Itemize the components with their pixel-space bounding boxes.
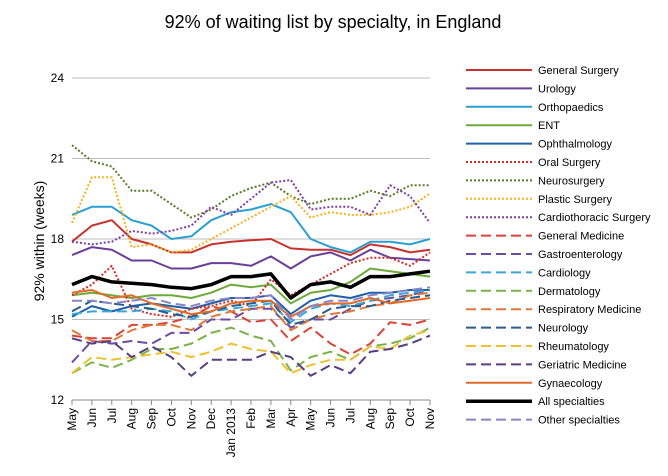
series-line-gynaecology bbox=[71, 289, 431, 318]
x-tick-label: Sep bbox=[383, 408, 397, 430]
x-tick-label: Dec bbox=[204, 408, 218, 429]
x-tick-label: Jun bbox=[324, 408, 338, 427]
x-tick-label: Mar bbox=[264, 408, 278, 429]
series-line-ent bbox=[71, 267, 431, 305]
x-tick-label: May bbox=[304, 408, 318, 431]
x-tick-label: Jun bbox=[85, 408, 99, 427]
legend: General Surgery Urology Orthopaedics ENT Oph… bbox=[466, 65, 651, 427]
y-tick-label: 18 bbox=[51, 232, 65, 246]
legend-label: All specialties bbox=[538, 396, 605, 408]
legend-label: Geriatric Medicine bbox=[538, 359, 627, 371]
series-line-orthopaedics bbox=[71, 203, 431, 254]
legend-label: Cardiothoracic Surgery bbox=[538, 212, 651, 224]
x-tick-label: Jul bbox=[343, 408, 357, 423]
legend-label: Gynaecology bbox=[538, 378, 603, 390]
legend-label: Other specialties bbox=[538, 415, 620, 427]
legend-label: General Medicine bbox=[538, 231, 624, 243]
legend-label: Oral Surgery bbox=[538, 157, 601, 169]
y-axis-label: 92% within (weeks) bbox=[31, 181, 47, 302]
x-tick-label: Oct bbox=[403, 407, 417, 426]
series-line-all-specialties bbox=[71, 269, 431, 300]
series-line-geriatric-medicine bbox=[71, 334, 431, 377]
series-line-other-specialties bbox=[72, 286, 431, 321]
x-tick-label: Jan 2013 bbox=[224, 408, 238, 458]
y-tick-label: 21 bbox=[51, 152, 65, 166]
legend-label: Ophthalmology bbox=[538, 139, 612, 151]
y-tick-label: 12 bbox=[51, 393, 65, 407]
x-tick-label: Feb bbox=[244, 408, 258, 429]
legend-label: Dermatology bbox=[538, 286, 601, 298]
x-tick-label: Oct bbox=[164, 407, 178, 426]
chart-title: 92% of waiting list by specialty, in Eng… bbox=[165, 12, 502, 32]
legend-label: Neurology bbox=[538, 323, 589, 335]
series-line-cardiology bbox=[71, 289, 431, 324]
legend-label: Rheumatology bbox=[538, 341, 609, 353]
x-tick-label: Nov bbox=[184, 408, 198, 429]
series-line-general-medicine bbox=[71, 305, 431, 356]
legend-label: Respiratory Medicine bbox=[538, 304, 641, 316]
x-tick-label: Sep bbox=[145, 408, 159, 430]
x-tick-label: Nov bbox=[423, 408, 437, 429]
legend-label: Plastic Surgery bbox=[538, 194, 612, 206]
legend-label: Neurosurgery bbox=[538, 175, 605, 187]
x-tick-label: May bbox=[65, 408, 79, 431]
legend-label: Urology bbox=[538, 83, 576, 95]
legend-label: Orthopaedics bbox=[538, 102, 604, 114]
x-tick-label: Aug bbox=[363, 408, 377, 429]
series-line-respiratory-medicine bbox=[71, 291, 431, 342]
x-tick-label: Jul bbox=[105, 408, 119, 423]
series-line-neurosurgery bbox=[71, 144, 430, 219]
axes: 12 15 18 21 24 May Jun Jul Aug Sep Oct Nov Dec Jan 20… bbox=[51, 71, 437, 457]
legend-label: Cardiology bbox=[538, 267, 591, 279]
y-tick-label: 15 bbox=[51, 313, 65, 327]
legend-label: General Surgery bbox=[538, 65, 619, 77]
series-line-urology bbox=[71, 246, 431, 270]
y-tick-label: 24 bbox=[51, 71, 65, 85]
series-lines bbox=[71, 144, 431, 377]
legend-label: ENT bbox=[538, 120, 560, 132]
series-line-general-surgery bbox=[71, 219, 431, 257]
legend-label: Gastroenterology bbox=[538, 249, 623, 261]
x-tick-label: Apr bbox=[284, 408, 298, 427]
series-line-cardiothoracic-surgery bbox=[71, 179, 431, 246]
x-tick-label: Aug bbox=[125, 408, 139, 429]
series-line-neurology bbox=[71, 294, 431, 326]
